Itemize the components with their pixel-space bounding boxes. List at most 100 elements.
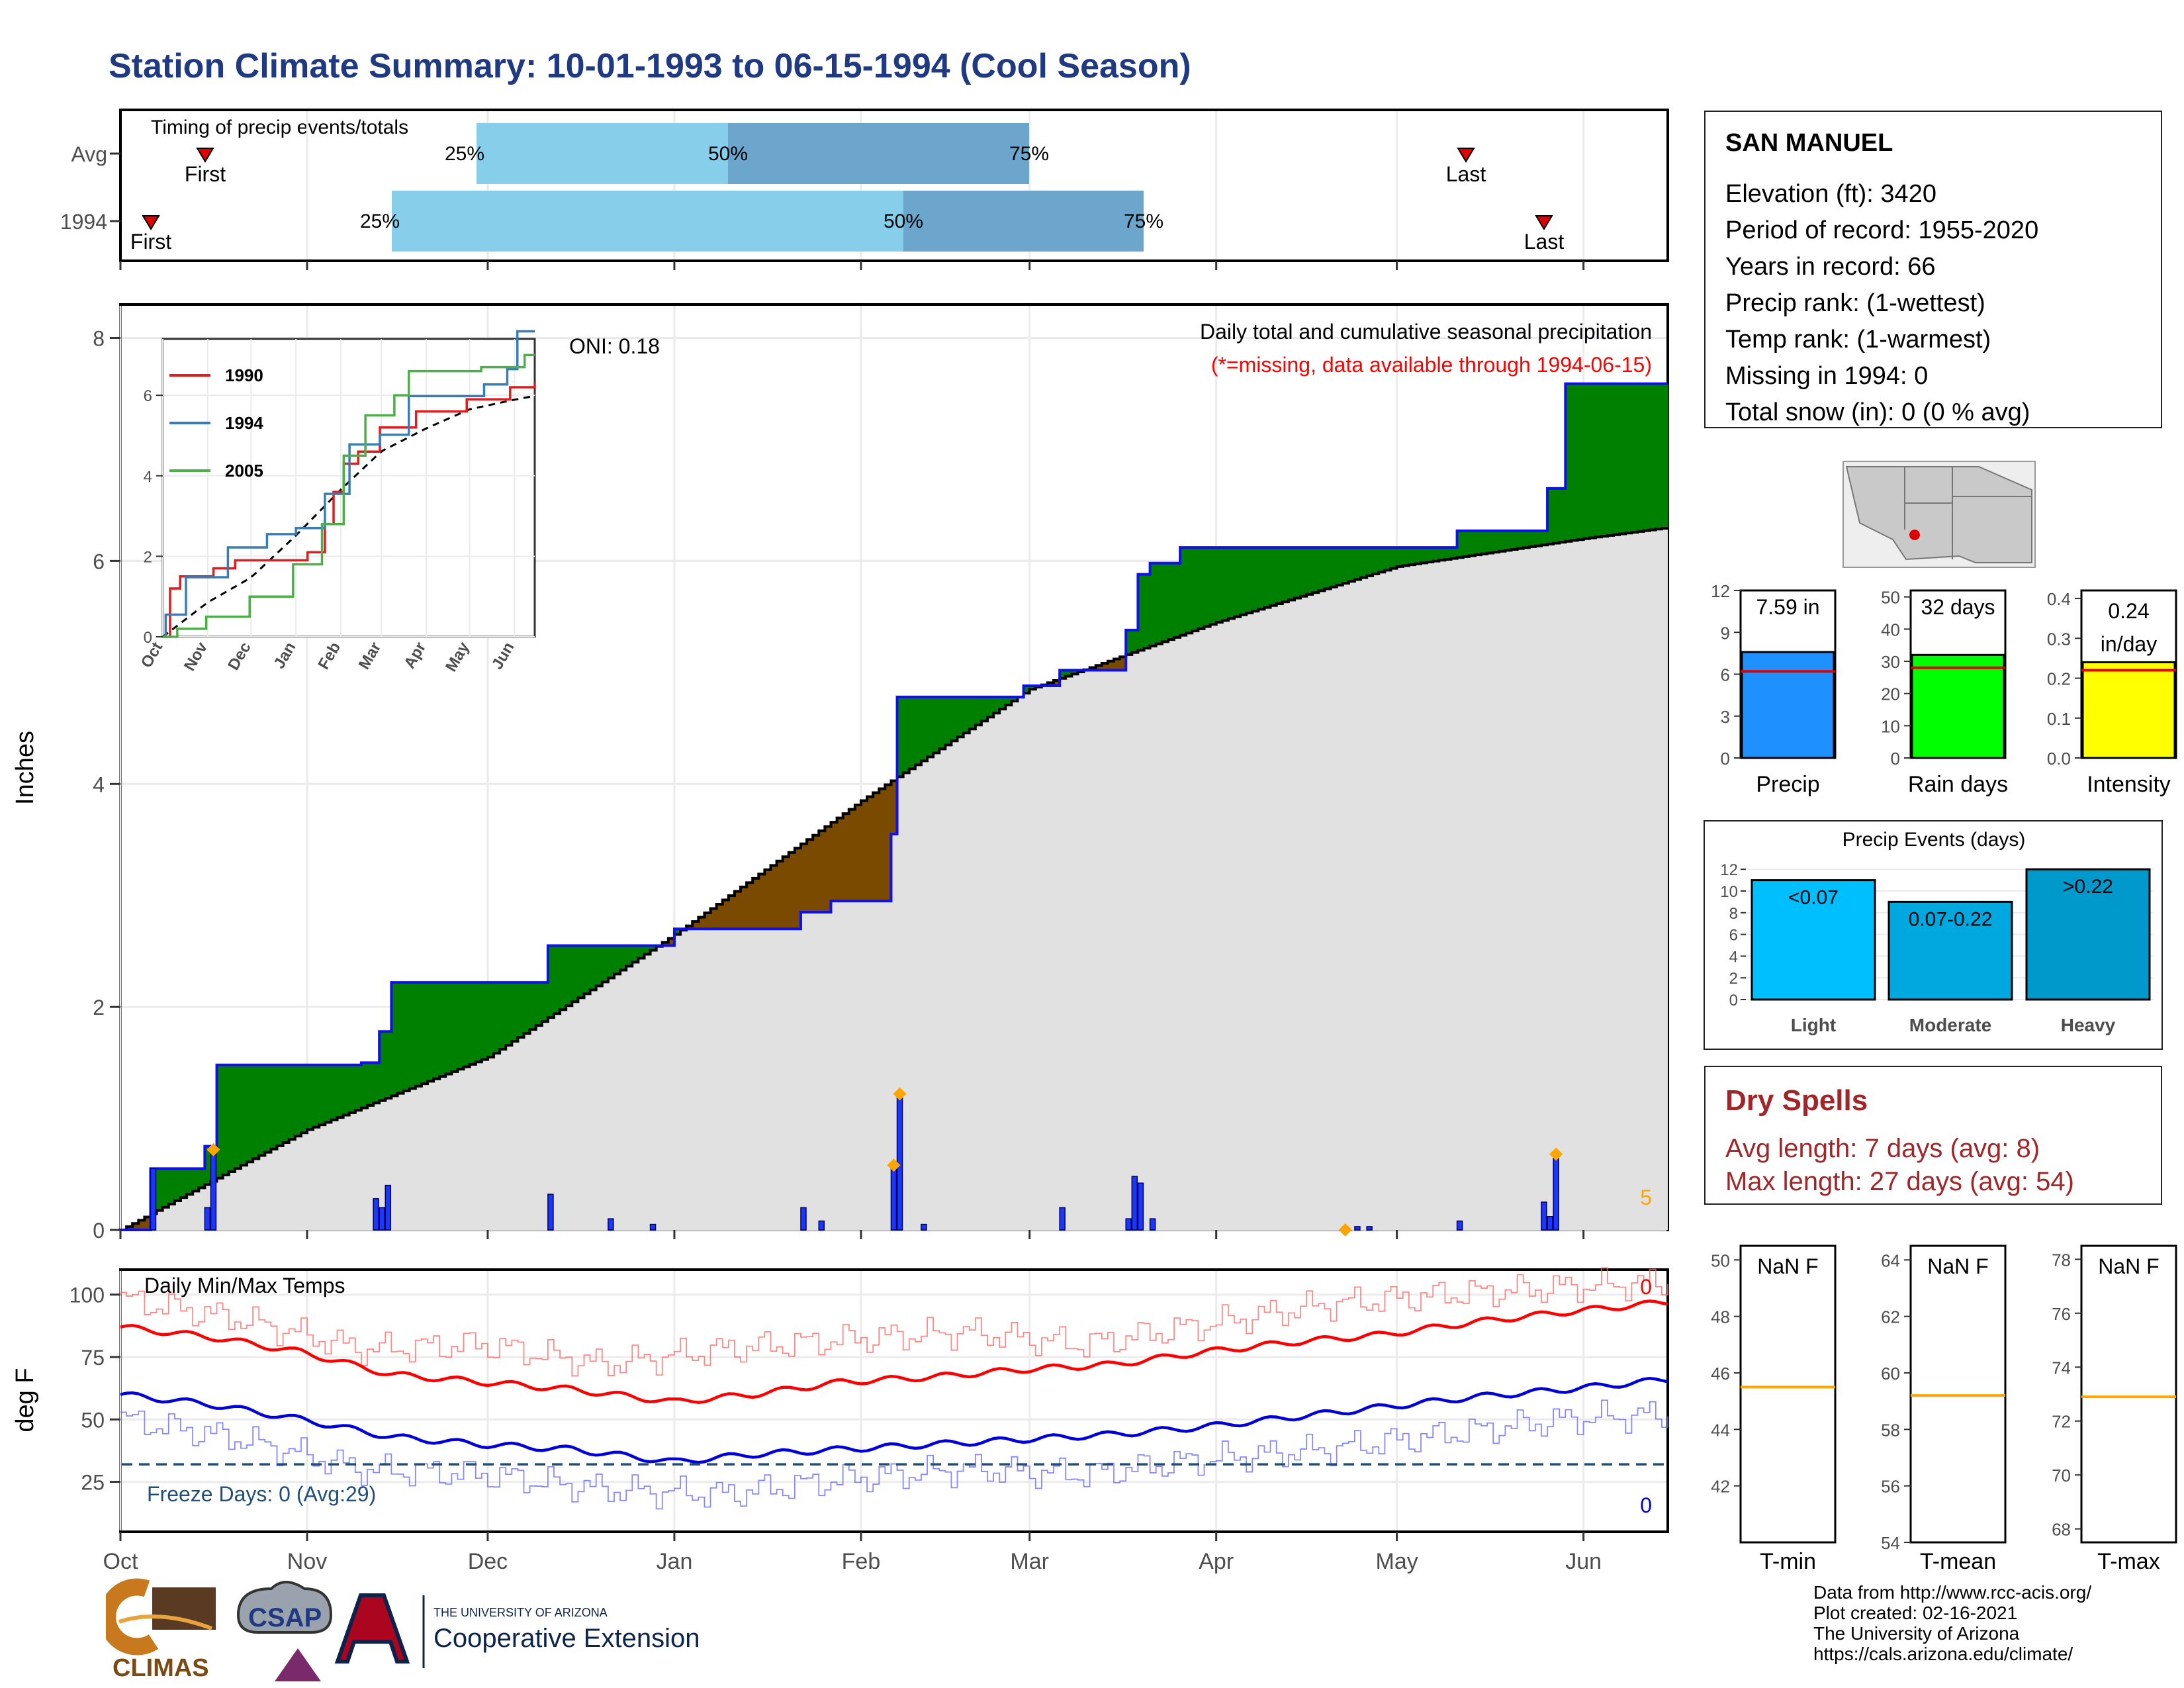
below-avg-area <box>873 792 880 902</box>
credit-line: Plot created: 02-16-2021 <box>1813 1603 2018 1623</box>
above-avg-area <box>403 982 410 1092</box>
above-avg-area <box>1649 383 1657 530</box>
temp-title: Daily Min/Max Temps <box>144 1274 345 1297</box>
temp-category-label: T-max <box>2097 1549 2160 1574</box>
y-tick-label: 4 <box>93 773 105 796</box>
above-avg-area <box>247 1064 253 1162</box>
above-avg-area <box>1330 547 1338 587</box>
above-avg-area <box>981 696 988 722</box>
daily-precip-bar <box>608 1218 614 1231</box>
above-avg-area <box>253 1064 259 1159</box>
above-avg-area <box>945 696 952 745</box>
daily-precip-bar <box>150 1168 157 1231</box>
chart-canvas: Timing of precip events/totals 25% 50% 75%… <box>11 109 1669 1574</box>
daily-precip-bar <box>890 1168 897 1231</box>
below-avg-area <box>782 857 790 929</box>
y-tick-label: 42 <box>1711 1477 1730 1497</box>
above-avg-area <box>1373 547 1379 575</box>
above-avg-area <box>385 1031 392 1098</box>
summary-bar <box>1741 651 1835 759</box>
first-marker <box>142 215 160 230</box>
top-event-marker <box>206 1143 220 1156</box>
location-map <box>1843 461 2036 568</box>
y-tick-label: 78 <box>2052 1250 2071 1270</box>
above-avg-area <box>529 982 537 1030</box>
above-avg-area <box>1192 547 1199 632</box>
above-avg-area <box>397 982 404 1094</box>
timing-row-label: Avg <box>71 142 107 166</box>
above-avg-area <box>999 696 1006 710</box>
above-avg-area <box>987 696 994 718</box>
above-avg-area <box>1451 547 1458 559</box>
summary-bar-panel: 0.24 in/day 0.0 0.1 0.2 0.3 0.4 Intensity <box>2047 589 2177 797</box>
inset-legend-label: 1990 <box>225 365 263 385</box>
summary-value-label: 0.24 <box>2108 599 2149 623</box>
y-tick-label: 30 <box>1881 652 1900 672</box>
csap-logo: CSAP <box>236 1581 333 1681</box>
freeze-label: Freeze Days: 0 (Avg:29) <box>147 1482 376 1506</box>
below-avg-area <box>138 1220 145 1230</box>
above-avg-area <box>993 696 1000 714</box>
above-avg-area <box>1354 547 1361 580</box>
below-avg-area <box>788 852 796 929</box>
above-avg-area <box>1595 383 1602 538</box>
dry-spells-title: Dry Spells <box>1725 1084 1868 1117</box>
above-avg-area <box>554 945 561 1014</box>
above-avg-area <box>156 1168 163 1211</box>
above-avg-area <box>535 982 543 1026</box>
above-avg-area <box>975 696 982 726</box>
above-avg-area <box>283 1064 290 1143</box>
y-tick-label: 40 <box>1881 620 1900 639</box>
x-tick-label: Dec <box>468 1549 508 1574</box>
above-avg-area <box>1463 530 1470 557</box>
above-avg-area <box>1625 383 1633 534</box>
logos: CLIMAS CSAP THE UNIVERSITY OF ARIZONA Co… <box>106 1578 700 1682</box>
station-name: SAN MANUEL <box>1725 129 1893 157</box>
precip-ylabel: Inches <box>11 731 39 805</box>
below-avg-area <box>807 839 813 912</box>
y-tick-label: 12 <box>1711 581 1730 601</box>
inset-legend-label: 2005 <box>225 461 263 481</box>
y-tick-label: 50 <box>1711 1250 1730 1270</box>
below-avg-area <box>704 913 711 929</box>
above-avg-area <box>1631 383 1639 533</box>
below-avg-area <box>698 917 705 929</box>
events-title: Precip Events (days) <box>1843 829 2026 851</box>
below-avg-area <box>837 818 844 902</box>
above-avg-area <box>1487 530 1494 553</box>
station-info-box: SAN MANUEL Elevation (ft): 3420 Period o… <box>1704 111 2162 428</box>
above-avg-area <box>1517 530 1524 549</box>
above-avg-area <box>331 1064 338 1120</box>
events-category-label: Moderate <box>1909 1015 1991 1035</box>
above-avg-area <box>1583 383 1590 539</box>
above-avg-area <box>1318 547 1326 591</box>
above-avg-area <box>1144 574 1151 649</box>
above-avg-area <box>240 1064 248 1166</box>
state-shapes <box>1845 466 2032 563</box>
above-avg-area <box>349 1064 356 1113</box>
x-tick-label: Apr <box>1199 1549 1234 1574</box>
above-avg-area <box>1379 547 1386 573</box>
above-avg-area <box>162 1168 169 1207</box>
station-period: Period of record: 1955-2020 <box>1725 216 2039 244</box>
station-temp-rank: Temp rank: (1-warmest) <box>1725 326 1991 353</box>
below-avg-area <box>1054 680 1060 686</box>
above-avg-area <box>1342 547 1349 584</box>
coop-text: Cooperative Extension <box>433 1624 700 1653</box>
y-tick-label: 8 <box>93 327 105 351</box>
summary-bar-panel: 32 days 0 10 20 30 40 50 Rain days <box>1881 588 2008 797</box>
below-avg-area <box>867 796 874 902</box>
y-tick-label: 54 <box>1881 1533 1900 1553</box>
y-tick-label: 2 <box>93 996 105 1019</box>
daily-precip-bar <box>379 1207 385 1231</box>
above-avg-area <box>300 1064 308 1133</box>
events-bar-label: >0.22 <box>2063 876 2113 898</box>
temp-ylabel: deg F <box>11 1368 39 1432</box>
above-avg-area <box>1619 383 1626 534</box>
summary-category-label: Rain days <box>1908 772 2008 797</box>
y-tick-label: 74 <box>2052 1358 2071 1378</box>
summary-bar <box>1911 653 2005 759</box>
dry-spells-avg: Avg length: 7 days (avg: 8) <box>1725 1134 2040 1163</box>
min-count-label: 0 <box>1640 1493 1652 1517</box>
